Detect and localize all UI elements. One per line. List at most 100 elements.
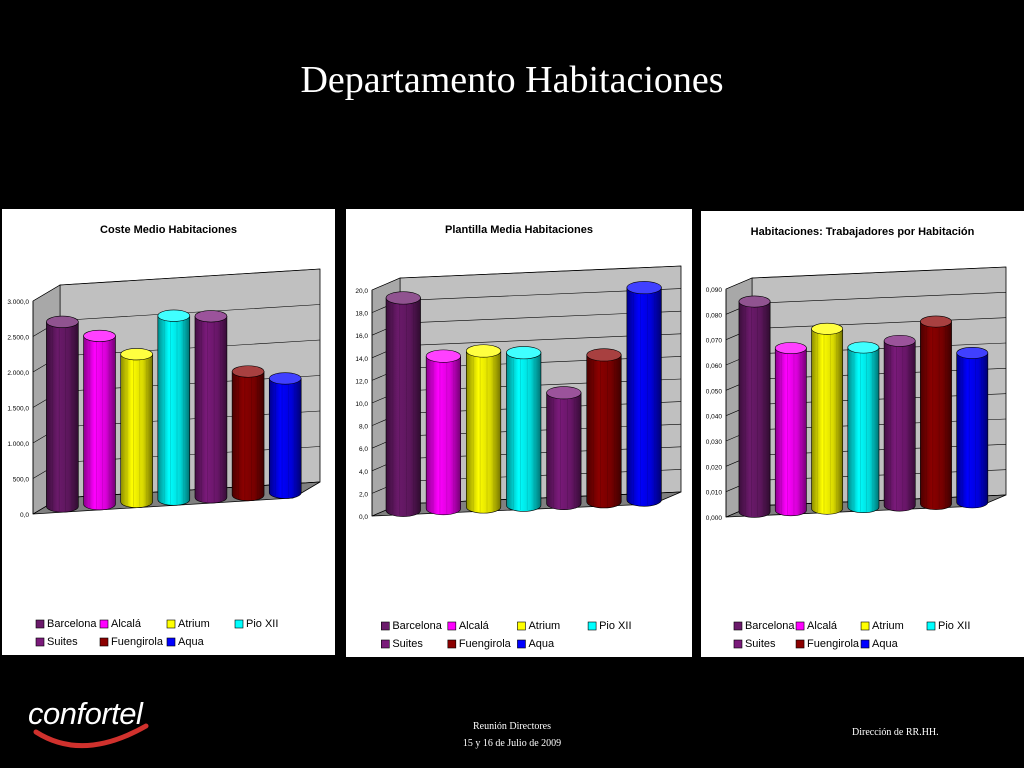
footer-department: Dirección de RR.HH.: [852, 727, 939, 738]
legend-label-atrium: Atrium: [872, 620, 904, 632]
y-tick-label: 1.000,0: [7, 441, 29, 448]
bar-body: [546, 392, 582, 510]
legend-swatch-suites: [381, 639, 390, 649]
chart-panel-coste: Coste Medio Habitaciones 0,0 500,0 1.000,0 1…: [2, 209, 335, 655]
bar-top: [920, 315, 952, 328]
bar-body: [46, 321, 79, 513]
legend-swatch-aqua: [166, 637, 176, 647]
legend-label-atrium: Atrium: [178, 618, 210, 630]
bar-body: [83, 335, 116, 511]
y-tick-label: 0,020: [706, 464, 723, 471]
bar-top: [883, 334, 916, 347]
legend-swatch-atrium: [860, 621, 870, 631]
footer-line-2: 15 y 16 de Julio de 2009: [462, 738, 562, 749]
bar-body: [268, 378, 302, 499]
chart-panel-trabajadores: Habitaciones: Trabajadores por Habitació…: [701, 211, 1024, 657]
bar-aqua: [268, 372, 302, 499]
bar-top: [46, 315, 79, 328]
legend-swatch-aqua: [860, 639, 870, 649]
legend-label-suites: Suites: [392, 638, 423, 650]
bar-top: [626, 281, 662, 295]
bar-body: [883, 340, 916, 512]
bar-alcala: [774, 342, 807, 517]
chart-title: Coste Medio Habitaciones: [100, 224, 237, 236]
bar-top: [586, 348, 622, 362]
confortel-logo: confortel: [28, 696, 168, 756]
legend-label-barcelona: Barcelona: [392, 620, 442, 632]
chart-trabajadores-habitacion: Habitaciones: Trabajadores por Habitació…: [706, 226, 1007, 650]
legend-swatch-pio-xii: [926, 621, 936, 631]
bar-body: [774, 347, 807, 517]
bar-top: [157, 309, 191, 322]
y-tick-label: 10,0: [355, 401, 368, 408]
y-tick-label: 0,060: [706, 363, 723, 370]
bar-body: [157, 315, 191, 506]
logo-text: confortel: [28, 696, 143, 731]
legend-swatch-aqua: [517, 639, 526, 649]
bar-body: [626, 287, 662, 507]
legend-label-alcala: Alcalá: [459, 620, 490, 632]
chart-title: Habitaciones: Trabajadores por Habitació…: [751, 226, 975, 238]
legend-label-fuengirola: Fuengirola: [807, 638, 860, 650]
legend-label-aqua: Aqua: [872, 638, 899, 650]
y-tick-label: 0,010: [706, 490, 723, 497]
bar-top: [83, 329, 116, 342]
legend-swatch-barcelona: [733, 621, 743, 631]
bar-barcelona: [46, 315, 79, 513]
legend-label-aqua: Aqua: [528, 638, 555, 650]
y-tick-label: 14,0: [355, 356, 368, 363]
gridline: [751, 317, 1007, 329]
slide-title: Departamento Habitaciones: [300, 59, 724, 101]
footer-meeting: Reunión Directores 15 y 16 de Julio de 2…: [412, 718, 612, 752]
legend-swatch-alcala: [447, 621, 457, 631]
bar-body: [586, 354, 622, 509]
bar-body: [194, 315, 228, 504]
bar-alcala: [83, 329, 116, 511]
bar-top: [194, 310, 228, 323]
chart-panel-plantilla: Plantilla Media Habitaciones 0,0 2,0 4,0 6,0…: [346, 209, 692, 657]
bar-top: [847, 341, 880, 354]
bar-top: [774, 342, 807, 355]
gridline: [751, 292, 1007, 304]
bar-barcelona: [385, 291, 421, 517]
legend-label-barcelona: Barcelona: [745, 620, 795, 632]
chart-coste-medio: Coste Medio Habitaciones 0,0 500,0 1.000,0 1…: [7, 224, 321, 648]
legend-label-aqua: Aqua: [178, 636, 205, 648]
y-tick-label: 0,090: [706, 287, 723, 294]
legend-label-fuengirola: Fuengirola: [111, 636, 164, 648]
bar-body: [847, 347, 880, 513]
y-tick-label: 2,0: [359, 491, 368, 498]
y-tick-label: 2.500,0: [7, 335, 29, 342]
legend-swatch-pio-xii: [587, 621, 597, 631]
y-tick-label: 0,0: [20, 512, 29, 519]
legend-swatch-fuengirola: [99, 637, 109, 647]
legend-swatch-alcala: [99, 619, 109, 629]
legend-label-alcala: Alcalá: [111, 618, 142, 630]
bar-top: [738, 295, 771, 308]
bar-body: [231, 371, 265, 502]
footer-line-1: Reunión Directores: [472, 721, 552, 732]
gridline: [371, 277, 401, 291]
legend-swatch-fuengirola: [795, 639, 805, 649]
bar-top: [506, 346, 542, 360]
y-tick-label: 0,070: [706, 338, 723, 345]
bar-atrium: [465, 344, 502, 514]
legend-swatch-suites: [733, 639, 743, 649]
bar-aqua: [956, 347, 989, 509]
bar-top: [546, 386, 582, 400]
bar-fuengirola: [231, 365, 265, 502]
bar-alcala: [425, 349, 461, 516]
legend-swatch-fuengirola: [447, 639, 457, 649]
y-tick-label: 18,0: [355, 311, 368, 318]
y-tick-label: 0,030: [706, 439, 723, 446]
y-tick-label: 0,000: [706, 515, 723, 522]
bar-pio-xii: [157, 309, 191, 506]
legend-label-pio-xii: Pio XII: [246, 618, 278, 630]
bar-suites: [546, 386, 582, 510]
bar-fuengirola: [586, 348, 622, 509]
bar-pio-xii: [847, 341, 880, 513]
legend-label-pio-xii: Pio XII: [599, 620, 631, 632]
gridline: [59, 304, 321, 321]
y-tick-label: 1.500,0: [7, 406, 29, 413]
y-tick-label: 6,0: [359, 446, 368, 453]
